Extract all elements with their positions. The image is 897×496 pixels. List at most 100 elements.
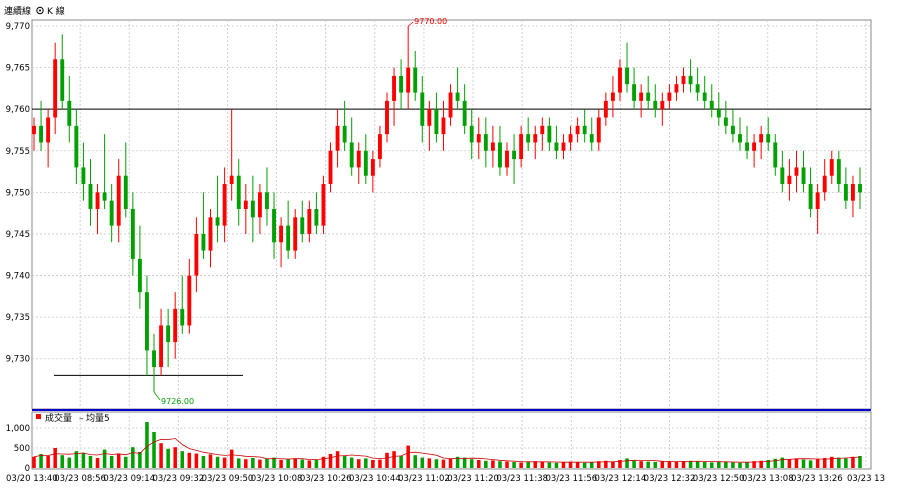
candle-body	[512, 150, 517, 160]
volume-bar	[356, 459, 361, 468]
volume-bar	[145, 422, 149, 468]
time-x-tick-label: 03/23 11:38	[496, 474, 548, 484]
volume-bar	[780, 457, 785, 468]
volume-bar	[328, 454, 333, 468]
candle-body	[462, 100, 467, 126]
volume-bar	[138, 452, 142, 468]
candle-body	[427, 109, 432, 126]
volume-bar	[159, 443, 163, 468]
time-x-tick-label: 03/23 11:02	[398, 474, 450, 484]
candle-body	[145, 292, 149, 351]
candle-body	[123, 175, 128, 209]
volume-bar	[364, 458, 368, 468]
chart-legend: 連續線 K 線	[4, 5, 65, 17]
candle-body	[808, 184, 813, 209]
volume-bar	[752, 461, 756, 468]
volume-bar	[272, 457, 276, 468]
volume-bar	[822, 458, 827, 468]
volume-bar	[236, 458, 241, 468]
candle-body	[554, 142, 559, 151]
time-x-tick-label: 03/23 08:56	[54, 474, 106, 484]
candle-body	[610, 92, 615, 101]
volume-bar	[406, 445, 410, 468]
candle-body	[130, 209, 135, 259]
volume-bar	[702, 462, 707, 468]
volume-bar	[462, 457, 467, 468]
volume-bar	[575, 462, 580, 468]
candle-body	[674, 84, 679, 93]
volume-bar	[131, 447, 135, 468]
candle-body	[74, 125, 79, 168]
candle-body	[88, 184, 93, 209]
volume-bar	[32, 456, 36, 468]
candle-body	[32, 125, 36, 135]
volume-bar	[109, 456, 114, 468]
candle-body	[166, 325, 171, 343]
min-leader-line	[153, 391, 161, 401]
volume-bar	[808, 460, 813, 468]
volume-bar	[611, 461, 615, 468]
max-annotation: 9770.00	[407, 17, 447, 27]
volume-bar	[427, 458, 432, 468]
volume-grid	[32, 412, 871, 469]
candle-body	[688, 75, 693, 85]
time-x-tick-label: 03/23 12:32	[644, 474, 696, 484]
candle-body	[335, 125, 340, 151]
volume-bar	[512, 462, 516, 468]
volume-y-axis: 0 500 1,000	[6, 424, 30, 474]
candle-body	[490, 142, 495, 151]
candle-body	[406, 67, 411, 93]
candle-body	[829, 159, 834, 176]
candle-body	[667, 92, 672, 101]
volume-bar	[858, 456, 862, 468]
volume-bar	[335, 451, 340, 468]
max-leader-line	[407, 21, 414, 27]
volume-bar	[731, 462, 735, 468]
candle-body	[272, 209, 276, 243]
volume-bar	[589, 462, 594, 468]
candle-body	[152, 350, 156, 368]
candle-body	[632, 84, 637, 101]
price-y-tick-label: 9,740	[6, 272, 30, 282]
price-y-tick-label: 9,735	[6, 313, 30, 323]
volume-bar	[307, 460, 312, 468]
volume-bar	[392, 451, 396, 468]
candle-body	[660, 100, 665, 110]
candle-body	[801, 167, 806, 185]
candle-body	[603, 100, 608, 118]
candle-body	[109, 200, 114, 226]
volume-bar	[434, 459, 439, 468]
volume-bar	[166, 448, 170, 468]
volume-bar	[667, 461, 672, 468]
volume-bar	[709, 462, 714, 468]
min-annotation-label: 9726.00	[161, 397, 194, 406]
time-x-tick-label: 03/23 10:44	[349, 474, 401, 484]
volume-bar	[632, 460, 636, 468]
volume-bar	[286, 459, 290, 468]
candle-body	[575, 125, 580, 135]
volume-bar	[208, 454, 213, 468]
candle-body	[328, 150, 333, 185]
candle-body	[773, 142, 778, 168]
settings-icon[interactable]	[36, 6, 44, 15]
candles	[32, 26, 862, 392]
candle-body	[476, 134, 481, 143]
volume-bar	[724, 462, 728, 468]
volume-bar	[625, 458, 629, 468]
volume-bar	[455, 456, 460, 468]
volume-bar	[46, 456, 50, 468]
candle-body	[836, 159, 841, 185]
volume-bar	[660, 461, 665, 468]
candle-body	[413, 67, 418, 93]
volume-bar	[745, 462, 749, 468]
candle-body	[257, 192, 262, 218]
volume-bar	[215, 456, 220, 468]
candle-body	[646, 92, 651, 101]
volume-bar	[116, 453, 121, 468]
volume-bar	[851, 456, 855, 468]
candle-body	[759, 134, 764, 143]
volume-bar	[505, 461, 509, 468]
candle-body	[370, 159, 375, 176]
volume-legend-dash: –	[79, 414, 84, 424]
